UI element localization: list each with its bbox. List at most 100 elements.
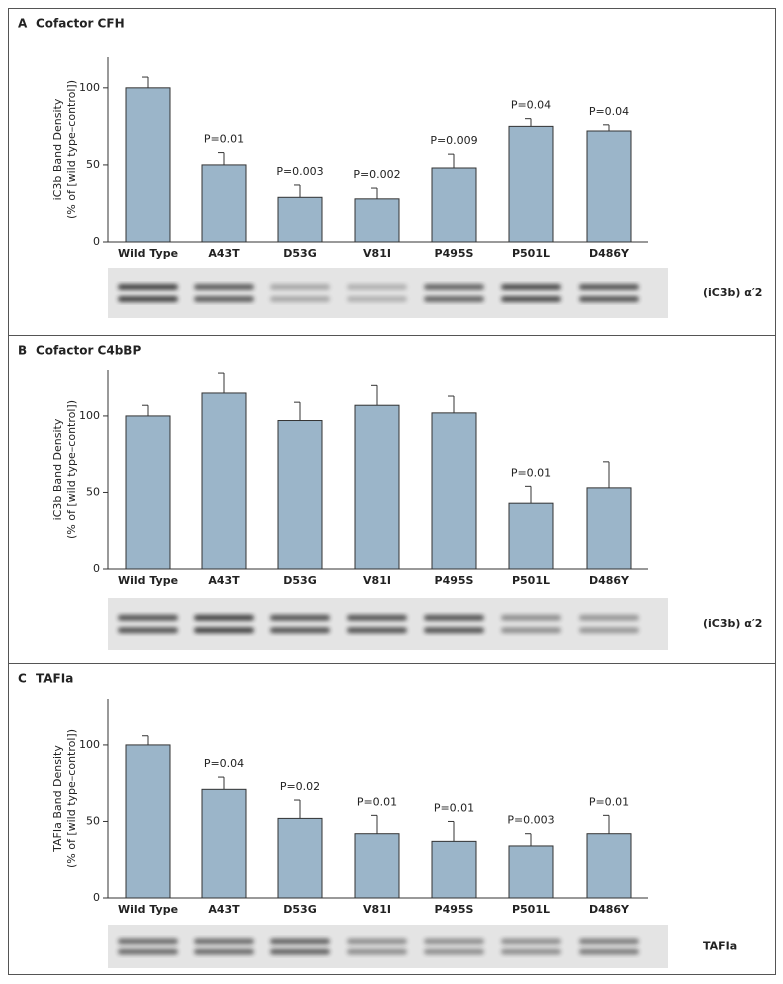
blot-band bbox=[347, 948, 407, 955]
x-tick-label: P495S bbox=[435, 903, 474, 916]
blot-band bbox=[579, 948, 639, 955]
y-tick-label: 100 bbox=[79, 738, 100, 751]
blot-band bbox=[194, 948, 254, 955]
blot-band bbox=[424, 296, 484, 302]
x-tick-label: P501L bbox=[512, 247, 550, 260]
bar bbox=[586, 833, 632, 899]
blot-band bbox=[579, 938, 639, 945]
error-bar bbox=[603, 461, 610, 488]
p-value: P=0.01 bbox=[589, 795, 629, 808]
y-axis-label: TAFIa Band Density bbox=[51, 745, 64, 853]
blot-band bbox=[118, 296, 178, 302]
p-value: P=0.01 bbox=[357, 795, 397, 808]
bar bbox=[508, 502, 554, 570]
blot-band bbox=[347, 614, 407, 621]
x-tick-label: D486Y bbox=[589, 247, 630, 260]
bar bbox=[354, 198, 400, 243]
blot-band bbox=[194, 938, 254, 945]
blot-band bbox=[424, 627, 484, 634]
blot-band bbox=[118, 938, 178, 945]
bar bbox=[201, 788, 247, 899]
error-bar bbox=[525, 118, 532, 127]
blot-band bbox=[347, 627, 407, 634]
y-tick-label: 50 bbox=[86, 814, 100, 827]
p-value: P=0.02 bbox=[280, 780, 320, 793]
blot-label: TAFIa bbox=[703, 940, 737, 953]
error-bar bbox=[603, 124, 610, 131]
error-bar bbox=[603, 814, 610, 834]
blot-band bbox=[270, 614, 330, 621]
x-tick-label: Wild Type bbox=[118, 903, 178, 916]
error-bar bbox=[294, 401, 301, 421]
blot-band bbox=[501, 948, 561, 955]
y-axis-label: (% of [wild type–control]) bbox=[65, 80, 78, 219]
blot-label: (iC3b) α′2 bbox=[703, 286, 762, 299]
error-bar bbox=[142, 404, 149, 416]
y-tick-label: 50 bbox=[86, 485, 100, 498]
error-bar bbox=[218, 372, 225, 393]
bar bbox=[201, 164, 247, 243]
error-bar bbox=[294, 184, 301, 198]
x-tick-label: D53G bbox=[283, 247, 316, 260]
blot-band bbox=[270, 938, 330, 945]
blot-band bbox=[501, 938, 561, 945]
p-value: P=0.01 bbox=[434, 801, 474, 814]
bar bbox=[431, 840, 477, 899]
bar bbox=[277, 420, 323, 570]
y-tick-label: 0 bbox=[93, 562, 100, 575]
panel-title: TAFIa bbox=[36, 672, 73, 686]
blot-background bbox=[108, 268, 668, 318]
bar bbox=[125, 415, 171, 570]
p-value: P=0.003 bbox=[507, 814, 554, 827]
error-bar bbox=[218, 776, 225, 790]
bar bbox=[508, 845, 554, 899]
blot-band bbox=[194, 614, 254, 621]
bar bbox=[277, 196, 323, 243]
p-value: P=0.04 bbox=[589, 105, 629, 118]
blot-band bbox=[579, 614, 639, 621]
blot-band bbox=[579, 627, 639, 634]
p-value: P=0.003 bbox=[276, 165, 323, 178]
error-bar bbox=[448, 395, 455, 413]
panel-letter: C bbox=[18, 672, 27, 686]
x-tick-label: Wild Type bbox=[118, 574, 178, 587]
blot-band bbox=[270, 627, 330, 634]
panel-title: Cofactor CFH bbox=[36, 17, 125, 31]
error-bar bbox=[142, 76, 149, 88]
bar bbox=[508, 125, 554, 243]
bar bbox=[354, 833, 400, 899]
error-bar bbox=[294, 799, 301, 819]
p-value: P=0.009 bbox=[430, 134, 477, 147]
blot-band bbox=[424, 284, 484, 290]
y-tick-label: 50 bbox=[86, 158, 100, 171]
bar bbox=[125, 87, 171, 243]
frame bbox=[8, 8, 776, 975]
bar bbox=[586, 130, 632, 243]
error-bar bbox=[218, 152, 225, 165]
blot-band bbox=[118, 284, 178, 290]
y-axis-label: (% of [wild type–control]) bbox=[65, 729, 78, 868]
blot-band bbox=[347, 296, 407, 302]
x-tick-label: A43T bbox=[208, 903, 240, 916]
panel-letter: B bbox=[18, 344, 27, 358]
x-tick-label: V81I bbox=[363, 903, 391, 916]
y-axis-label: iC3b Band Density bbox=[51, 418, 64, 520]
y-tick-label: 100 bbox=[79, 409, 100, 422]
blot-band bbox=[424, 614, 484, 621]
x-tick-label: Wild Type bbox=[118, 247, 178, 260]
blot-band bbox=[270, 284, 330, 290]
x-tick-label: V81I bbox=[363, 574, 391, 587]
panel-title: Cofactor C4bBP bbox=[36, 344, 141, 358]
blot-band bbox=[501, 284, 561, 290]
bar bbox=[125, 744, 171, 899]
blot-band bbox=[118, 627, 178, 634]
error-bar bbox=[371, 187, 378, 199]
blot-band bbox=[194, 296, 254, 302]
blot-band bbox=[270, 948, 330, 955]
bar bbox=[354, 404, 400, 570]
x-tick-label: P495S bbox=[435, 574, 474, 587]
p-value: P=0.01 bbox=[204, 133, 244, 146]
blot-background bbox=[108, 598, 668, 650]
blot-band bbox=[501, 614, 561, 621]
blot-band bbox=[194, 284, 254, 290]
